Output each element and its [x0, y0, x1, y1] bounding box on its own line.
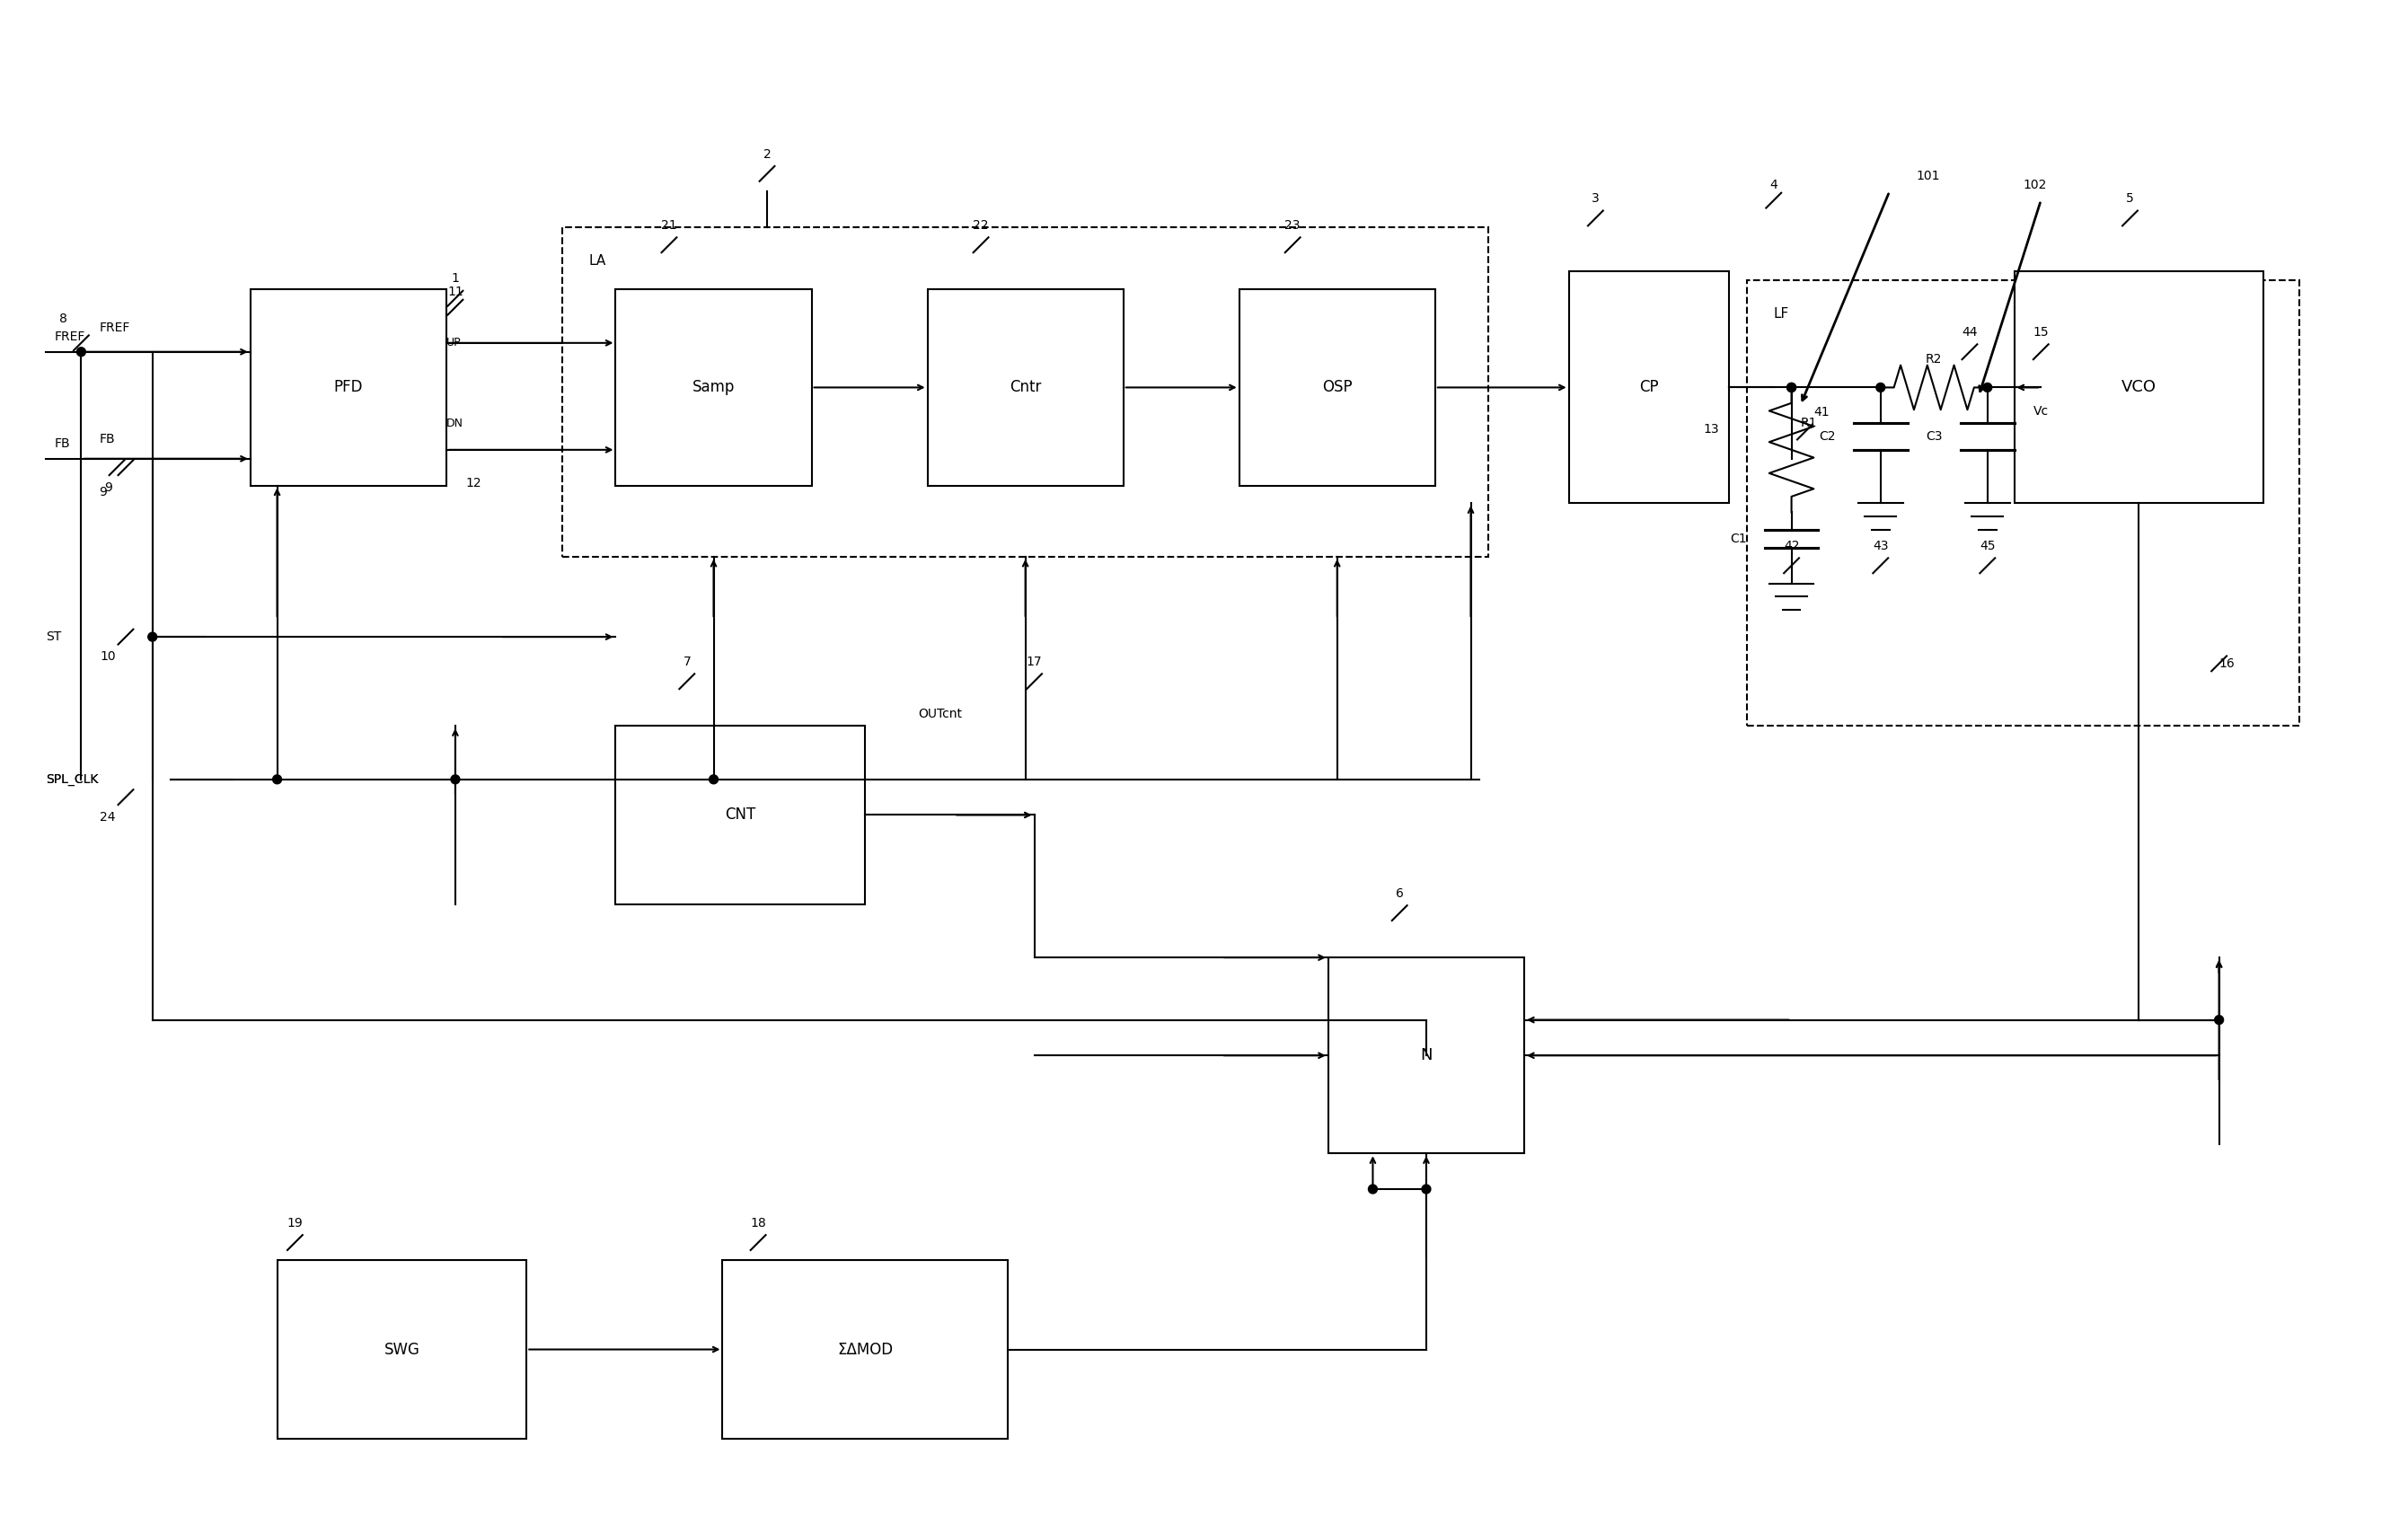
- Text: 3: 3: [1592, 193, 1599, 205]
- Text: 15: 15: [2032, 326, 2049, 338]
- Circle shape: [1876, 384, 1885, 393]
- Circle shape: [77, 347, 87, 356]
- Text: 9: 9: [99, 485, 106, 499]
- Circle shape: [1368, 1184, 1377, 1193]
- Text: 101: 101: [1917, 170, 1941, 182]
- Text: 42: 42: [1784, 540, 1799, 552]
- Text: CP: CP: [1640, 379, 1659, 396]
- Text: Samp: Samp: [694, 379, 734, 396]
- Circle shape: [450, 775, 460, 784]
- Text: FREF: FREF: [55, 330, 84, 343]
- Text: C3: C3: [1926, 431, 1943, 443]
- Bar: [561, 227, 1488, 556]
- Text: ΣΔMOD: ΣΔMOD: [838, 1342, 893, 1357]
- Text: SPL_CLK: SPL_CLK: [46, 773, 99, 785]
- Text: 21: 21: [662, 218, 677, 232]
- Text: 4: 4: [1770, 179, 1777, 191]
- Circle shape: [2215, 1016, 2223, 1025]
- Text: 45: 45: [1979, 540, 1996, 552]
- Text: CNT: CNT: [725, 807, 756, 823]
- Bar: [722, 1260, 1007, 1439]
- Text: 18: 18: [751, 1217, 766, 1229]
- Text: 8: 8: [60, 312, 67, 324]
- Text: 6: 6: [1397, 887, 1404, 899]
- Text: SWG: SWG: [383, 1342, 419, 1357]
- Bar: [1240, 290, 1435, 485]
- Text: UP: UP: [445, 337, 462, 349]
- Text: 44: 44: [1963, 326, 1977, 338]
- Text: 43: 43: [1873, 540, 1888, 552]
- Text: 16: 16: [2220, 658, 2235, 670]
- Circle shape: [147, 632, 157, 641]
- Text: 2: 2: [763, 147, 771, 161]
- Text: 17: 17: [1026, 655, 1043, 669]
- Text: LF: LF: [1775, 308, 1789, 321]
- Text: 102: 102: [2023, 179, 2047, 191]
- Bar: [1568, 271, 1729, 503]
- Text: 12: 12: [465, 476, 482, 490]
- Text: 11: 11: [448, 287, 462, 299]
- Bar: [616, 726, 864, 904]
- Text: ST: ST: [46, 631, 60, 643]
- Circle shape: [1984, 384, 1991, 393]
- Text: 10: 10: [101, 650, 116, 662]
- Circle shape: [272, 775, 282, 784]
- Text: FB: FB: [55, 437, 70, 450]
- Text: 22: 22: [973, 218, 990, 232]
- Text: R1: R1: [1801, 417, 1818, 429]
- Text: FB: FB: [99, 432, 116, 446]
- Bar: [1329, 958, 1524, 1154]
- Text: C2: C2: [1820, 431, 1835, 443]
- Text: 24: 24: [101, 811, 116, 823]
- Text: N: N: [1421, 1048, 1433, 1064]
- Bar: [250, 290, 445, 485]
- Circle shape: [1787, 384, 1796, 393]
- Text: LA: LA: [590, 253, 607, 267]
- Bar: [927, 290, 1125, 485]
- Text: PFD: PFD: [335, 379, 364, 396]
- Text: 13: 13: [1702, 423, 1719, 435]
- Circle shape: [1421, 1184, 1430, 1193]
- Text: SPL_CLK: SPL_CLK: [46, 773, 99, 785]
- Text: C1: C1: [1731, 532, 1746, 546]
- Text: Cntr: Cntr: [1009, 379, 1040, 396]
- Text: 41: 41: [1813, 406, 1830, 418]
- Text: OUTcnt: OUTcnt: [917, 708, 963, 720]
- Text: 1: 1: [450, 273, 460, 285]
- Text: VCO: VCO: [2121, 379, 2158, 396]
- Text: 5: 5: [2126, 193, 2133, 205]
- Circle shape: [710, 775, 718, 784]
- Circle shape: [1787, 384, 1796, 393]
- Bar: [2013, 271, 2264, 503]
- Bar: [1746, 280, 2300, 726]
- Text: FREF: FREF: [99, 321, 130, 334]
- Text: 19: 19: [287, 1217, 303, 1229]
- Text: OSP: OSP: [1322, 379, 1353, 396]
- Text: 7: 7: [684, 655, 691, 669]
- Text: Vc: Vc: [2032, 405, 2049, 418]
- Text: DN: DN: [445, 417, 462, 429]
- Text: 23: 23: [1286, 218, 1300, 232]
- Text: 9: 9: [104, 481, 111, 494]
- Bar: [616, 290, 811, 485]
- Bar: [277, 1260, 527, 1439]
- Text: R2: R2: [1926, 353, 1943, 365]
